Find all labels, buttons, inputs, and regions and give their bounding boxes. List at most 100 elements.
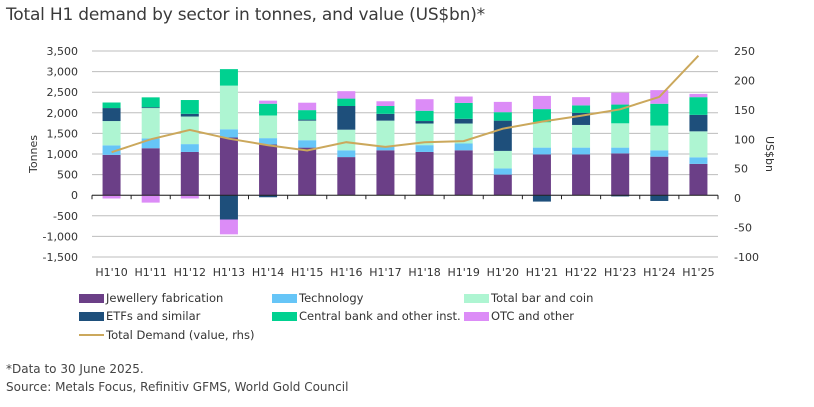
bar-segment (689, 157, 708, 164)
bar-segment (259, 100, 278, 104)
bar-segment (572, 154, 591, 196)
y2-tick-label: 0 (734, 192, 741, 205)
bar-segment (141, 195, 160, 203)
legend-label: OTC and other (491, 309, 575, 323)
bar-segment (337, 91, 356, 99)
legend-label: Central bank and other inst. (299, 309, 461, 323)
bar-segment (298, 120, 317, 141)
bar-segment (219, 137, 238, 196)
bar-segment (337, 98, 356, 107)
x-tick-label: H1'18 (408, 266, 440, 279)
x-tick-label: H1'11 (135, 266, 167, 279)
legend-item-technology: Technology (272, 291, 363, 305)
y-tick-label: -1,000 (43, 230, 78, 243)
bar-segment (454, 96, 473, 103)
bar-segment (141, 148, 160, 196)
bar-segment (141, 97, 160, 108)
footnote: *Data to 30 June 2025. (6, 362, 144, 376)
y-tick-label: 1,000 (47, 148, 79, 161)
bar-segment (141, 107, 160, 109)
total-demand-line (111, 55, 700, 154)
bar-segment (376, 120, 395, 147)
x-tick-label: H1'25 (682, 266, 714, 279)
legend-item-central-bank: Central bank and other inst. (272, 309, 461, 323)
legend-label: Total bar and coin (491, 291, 594, 305)
bar-segment (650, 195, 669, 201)
bar-segment (532, 195, 551, 202)
bar-segment (532, 95, 551, 110)
legend-item-etfs: ETFs and similar (79, 309, 200, 323)
bar-segment (298, 110, 317, 120)
y2-axis-label: US$bn (763, 136, 776, 172)
bar-segment (454, 150, 473, 196)
bar-segment (415, 110, 434, 122)
y-tick-label: -1,500 (43, 251, 78, 264)
bar-segment (532, 154, 551, 196)
bar-segment (572, 97, 591, 106)
bar-segment (532, 122, 551, 148)
y-tick-label: -500 (53, 210, 78, 223)
bar-segment (454, 143, 473, 151)
bar-segment (102, 154, 121, 196)
y-tick-label: 2,000 (47, 107, 79, 120)
bar-segment (180, 151, 199, 196)
bar-segment (376, 146, 395, 151)
bar-segment (415, 151, 434, 196)
bar-segment (650, 150, 669, 157)
bar-segment (141, 138, 160, 149)
bar-segment (337, 150, 356, 158)
legend-item-otc: OTC and other (464, 309, 574, 323)
x-tick-label: H1'20 (487, 266, 519, 279)
legend-label: Jewellery fabrication (106, 291, 224, 305)
bar-segment (650, 156, 669, 196)
bar-segment (141, 108, 160, 139)
y2-tick-label: 150 (734, 104, 755, 117)
bar-segment (532, 109, 551, 123)
bar-segment (376, 150, 395, 196)
bar-segment (572, 124, 591, 148)
bar-segment (298, 147, 317, 196)
bar-segment (180, 113, 199, 117)
bar-segment (180, 100, 199, 114)
bar-segment (532, 147, 551, 155)
bar-segment (611, 195, 630, 197)
bar-segment (298, 119, 317, 121)
x-tick-label: H1'14 (252, 266, 284, 279)
y2-tick-label: 200 (734, 74, 755, 87)
bar-segment (102, 195, 121, 199)
legend-label: ETFs and similar (106, 309, 201, 323)
y-axis-label: Tonnes (27, 135, 40, 174)
x-tick-label: H1'19 (448, 266, 480, 279)
bar-segment (572, 147, 591, 155)
bar-segment (493, 112, 512, 121)
bar-segment (493, 174, 512, 196)
legend-swatch (464, 311, 489, 321)
bar-segment (259, 138, 278, 145)
y-tick-label: 2,500 (47, 86, 79, 99)
bar-segment (298, 140, 317, 148)
bar-segment (650, 125, 669, 151)
bar-segment (415, 121, 434, 124)
bar-segment (219, 219, 238, 235)
y-tick-label: 3,500 (47, 45, 79, 58)
x-tick-label: H1'21 (526, 266, 558, 279)
bar-segment (376, 106, 395, 114)
bar-segment (689, 131, 708, 158)
bar-segment (493, 101, 512, 113)
bar-segment (454, 102, 473, 119)
bar-segment (415, 123, 434, 146)
legend-swatch (272, 311, 297, 321)
bar-segment (180, 195, 199, 199)
legend-line (79, 334, 104, 336)
bar-segment (219, 85, 238, 130)
y-tick-label: 0 (71, 189, 78, 202)
y2-tick-label: -50 (734, 222, 752, 235)
bar-segment (337, 157, 356, 196)
bar-segment (180, 144, 199, 152)
bar-segment (493, 168, 512, 175)
legend-item-jewellery: Jewellery fabrication (79, 291, 223, 305)
bar-segment (376, 101, 395, 107)
bar-segment (454, 118, 473, 124)
bar-segment (259, 115, 278, 139)
bar-segment (611, 153, 630, 196)
